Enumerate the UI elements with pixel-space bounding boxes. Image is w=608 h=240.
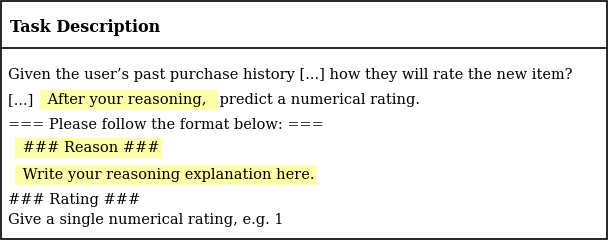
Text: After your reasoning,: After your reasoning,	[43, 93, 215, 107]
Text: [...]: [...]	[8, 93, 43, 107]
Text: Give a single numerical rating, e.g. 1: Give a single numerical rating, e.g. 1	[8, 213, 283, 227]
Text: ### Rating ###: ### Rating ###	[8, 193, 140, 207]
Text: Given the user’s past purchase history [...] how they will rate the new item?: Given the user’s past purchase history […	[8, 68, 573, 82]
Text: ### Reason ###: ### Reason ###	[18, 141, 160, 155]
Text: predict a numerical rating.: predict a numerical rating.	[215, 93, 420, 107]
Text: Write your reasoning explanation here.: Write your reasoning explanation here.	[18, 168, 314, 182]
Text: Task Description: Task Description	[10, 19, 161, 36]
Text: === Please follow the format below: ===: === Please follow the format below: ===	[8, 118, 323, 132]
